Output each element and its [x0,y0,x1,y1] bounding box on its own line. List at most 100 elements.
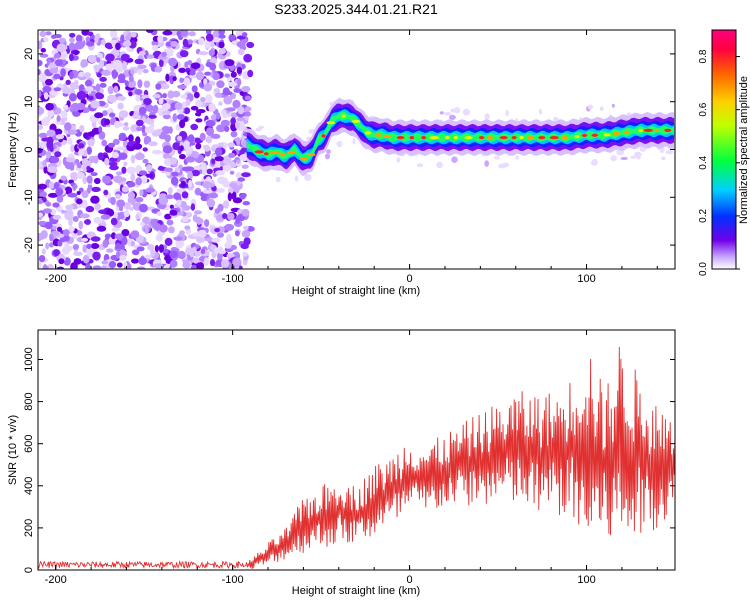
noise-speckle [200,96,206,103]
noise-speckle [163,114,171,120]
noise-speckle [237,177,246,182]
noise-speckle [74,79,79,85]
noise-speckle [72,244,80,250]
noise-speckle [417,163,424,168]
noise-speckle [94,64,100,73]
signal-peak [603,133,611,137]
noise-speckle [91,186,101,193]
noise-speckle [140,222,145,227]
noise-speckle [45,78,53,86]
noise-speckle [90,236,101,242]
noise-speckle [56,226,63,232]
noise-speckle [95,83,101,92]
noise-speckle [64,122,72,131]
noise-speckle [169,250,178,259]
noise-speckle [51,34,57,39]
noise-speckle [69,162,75,171]
noise-speckle [484,160,490,167]
noise-speckle [187,39,194,45]
noise-speckle [76,162,82,169]
y-tick-label: 1000 [23,347,35,371]
noise-speckle [165,171,171,177]
noise-speckle [133,110,139,116]
noise-speckle [81,190,89,199]
noise-speckle [169,259,178,268]
noise-speckle [229,170,235,175]
noise-speckle [156,211,162,216]
noise-speckle [237,78,242,86]
noise-speckle [396,157,401,163]
noise-speckle [180,94,188,99]
noise-speckle [202,167,207,176]
noise-speckle [226,76,233,83]
noise-speckle [38,255,46,263]
noise-speckle [179,50,189,58]
noise-speckle [123,210,130,218]
signal-peak [624,130,630,134]
noise-speckle [127,181,136,188]
noise-speckle [599,106,604,111]
noise-speckle [242,201,251,206]
noise-speckle [170,40,178,48]
noise-speckle [172,76,177,82]
noise-speckle [142,132,148,137]
noise-speckle [177,135,183,141]
noise-speckle [56,266,64,269]
noise-speckle [208,192,219,199]
noise-speckle [85,263,91,269]
noise-speckle [135,197,144,203]
noise-speckle [135,136,141,145]
noise-speckle [100,214,111,220]
noise-speckle [85,205,95,213]
noise-speckle [152,44,159,52]
noise-speckle [148,114,157,119]
noise-speckle [610,155,617,162]
x-tick-label: -100 [222,574,244,586]
noise-speckle [222,200,230,209]
noise-speckle [171,171,179,177]
colorbar-tick-label: 0.4 [698,155,709,169]
noise-speckle [247,69,254,78]
noise-speckle [130,230,140,239]
noise-speckle [538,108,543,115]
noise-speckle [505,109,509,117]
noise-speckle [173,236,183,241]
noise-speckle [240,243,249,250]
noise-speckle [47,109,55,118]
signal-peak [486,136,494,140]
noise-speckle [42,265,49,269]
noise-speckle [224,241,232,249]
noise-speckle [142,68,149,74]
noise-speckle [97,152,105,160]
noise-speckle [242,251,248,257]
noise-speckle [66,209,74,218]
noise-speckle [217,203,224,212]
noise-speckle [51,230,60,236]
noise-speckle [128,91,133,97]
noise-speckle [114,120,121,129]
noise-speckle [93,216,103,224]
noise-speckle [177,250,186,260]
noise-speckle [226,253,235,258]
noise-speckle [216,80,225,89]
signal-peak [526,136,535,140]
noise-speckle [103,189,109,196]
noise-speckle [152,104,159,114]
noise-speckle [352,137,356,145]
noise-speckle [462,108,470,116]
noise-speckle [90,172,98,177]
noise-speckle [184,211,193,218]
noise-speckle [211,237,221,243]
noise-speckle [46,151,52,159]
noise-speckle [147,244,155,251]
noise-speckle [76,90,87,100]
signal-peak [270,150,280,155]
noise-speckle [241,230,251,238]
noise-speckle [68,53,74,62]
noise-speckle [209,259,216,267]
noise-speckle [208,49,215,57]
noise-speckle [69,37,75,43]
noise-speckle [181,191,189,199]
noise-speckle [119,254,127,261]
